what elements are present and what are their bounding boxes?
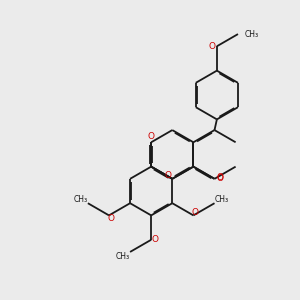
Text: CH₃: CH₃	[244, 30, 259, 39]
Text: O: O	[107, 214, 114, 223]
Text: O: O	[151, 235, 158, 244]
Text: CH₃: CH₃	[215, 194, 229, 203]
Text: O: O	[192, 208, 199, 217]
Text: O: O	[148, 132, 155, 141]
Text: O: O	[216, 173, 224, 182]
Text: O: O	[164, 171, 171, 180]
Text: O: O	[216, 174, 224, 183]
Text: O: O	[208, 42, 216, 51]
Text: CH₃: CH₃	[74, 194, 88, 203]
Text: CH₃: CH₃	[116, 252, 130, 261]
